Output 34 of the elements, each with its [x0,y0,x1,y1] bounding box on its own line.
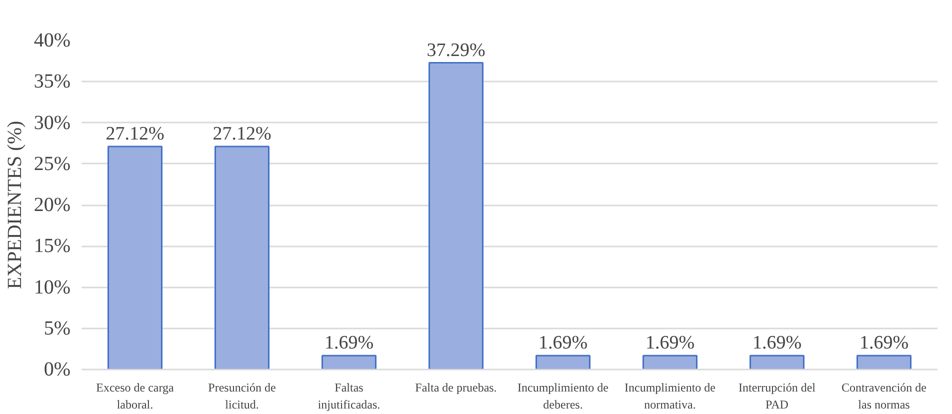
bar [428,62,484,370]
y-tick-label: 25% [34,152,71,175]
x-tick-label: Faltas injutificadas. [318,380,380,412]
y-tick-label: 10% [34,276,71,298]
x-tick-label: Presunción de licitud. [208,380,276,412]
x-tick-label: Interrupción del PAD [738,380,816,412]
y-tick-label: 0% [44,358,71,380]
y-tick-label: 15% [34,235,71,258]
bar [642,354,698,370]
x-tick-label: Exceso de carga laboral. [96,380,175,412]
y-axis-title: EXPEDIENTES (%) [4,120,26,290]
data-label: 1.69% [538,332,588,354]
x-tick-label: Incumplimiento de deberes. [518,380,608,412]
data-label: 1.69% [324,332,374,354]
x-tick-label: Incumplimiento de normativa. [624,380,716,412]
bar [322,354,376,370]
y-tick-label: 30% [34,112,71,134]
bar [856,354,912,370]
y-tick-label: 20% [34,194,71,216]
data-label: 27.12% [106,123,164,144]
data-label: 1.69% [645,332,695,354]
data-label: 1.69% [752,332,802,354]
x-tick-label: Contravención de las normas [842,380,926,412]
bar [108,146,162,370]
bar [750,354,804,370]
y-tick-label: 5% [44,317,71,340]
y-tick-label: 40% [34,30,71,52]
data-label: 37.29% [426,40,486,61]
bar [214,146,270,370]
data-label: 27.12% [212,123,272,144]
x-tick-label: Falta de pruebas. [415,380,497,394]
y-tick-label: 35% [34,70,71,93]
data-label: 1.69% [859,332,909,354]
bar [536,354,590,370]
